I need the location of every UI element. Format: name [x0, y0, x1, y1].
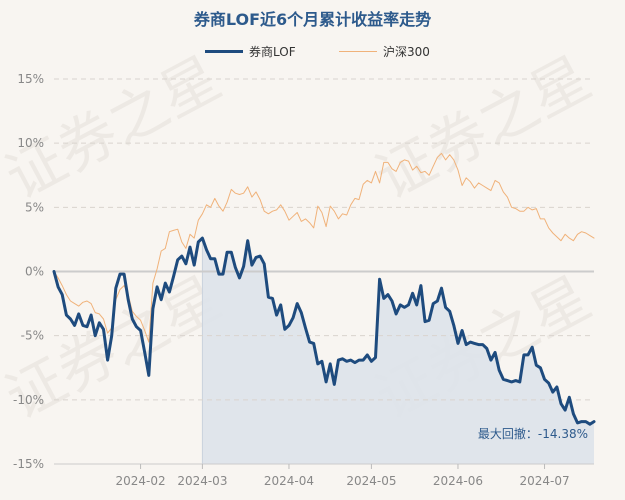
legend-item-hs300[interactable]: 沪深300 — [339, 43, 430, 60]
y-tick-label: 10% — [17, 136, 44, 150]
x-tick-label: 2024-06 — [433, 474, 483, 488]
x-tick-label: 2024-03 — [177, 474, 227, 488]
legend-label-hs300: 沪深300 — [383, 45, 430, 59]
y-tick-label: 5% — [25, 200, 44, 214]
series-line-hs300 — [53, 152, 595, 343]
x-tick-label: 2024-05 — [346, 474, 396, 488]
y-tick-label: 15% — [17, 72, 44, 86]
y-tick-label: -5% — [21, 329, 44, 343]
max-drawdown-label: 最大回撤：-14.38% — [478, 426, 588, 441]
legend-item-lof[interactable]: 券商LOF — [205, 43, 296, 60]
legend-label-lof: 券商LOF — [249, 45, 296, 59]
drawdown-region — [202, 238, 594, 464]
watermark-text: 证券之星 — [365, 43, 602, 212]
legend-line-lof — [205, 50, 243, 53]
chart-title: 券商LOF近6个月累计收益率走势 — [193, 10, 432, 29]
y-tick-label: -10% — [13, 393, 44, 407]
x-tick-label: 2024-04 — [264, 474, 314, 488]
legend-line-hs300 — [339, 51, 377, 52]
watermark-text: 证券之星 — [0, 43, 231, 212]
x-tick-label: 2024-07 — [519, 474, 569, 488]
y-tick-label: -15% — [13, 457, 44, 471]
x-tick-label: 2024-02 — [115, 474, 165, 488]
y-tick-label: 0% — [25, 265, 44, 279]
series-line-lof — [52, 236, 596, 426]
